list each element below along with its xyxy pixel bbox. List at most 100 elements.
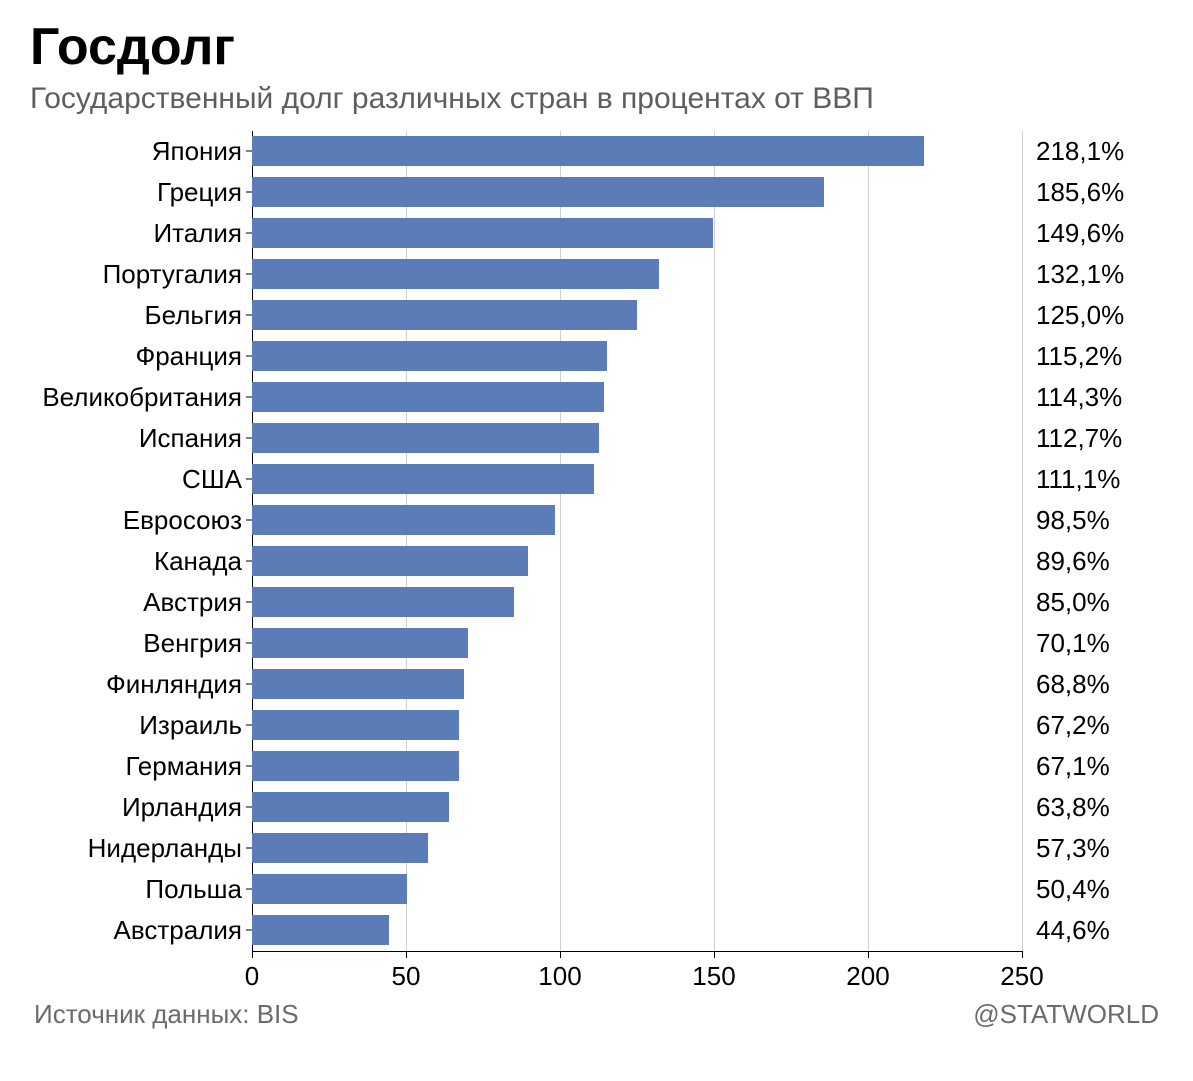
value-label: 98,5% xyxy=(1022,505,1110,536)
category-label: Италия xyxy=(30,218,252,249)
bar-row: Нидерланды 57,3% xyxy=(30,828,1163,869)
value-label: 89,6% xyxy=(1022,546,1110,577)
source-text: Источник данных: BIS xyxy=(34,999,299,1030)
x-axis-line xyxy=(252,951,1022,952)
bar-row: Бельгия 125,0% xyxy=(30,295,1163,336)
bar-row: Евросоюз98,5% xyxy=(30,500,1163,541)
bar-row: Австралия44,6% xyxy=(30,910,1163,951)
x-tick xyxy=(406,951,407,958)
bar-zone xyxy=(252,131,1022,172)
bar-row: Германия67,1% xyxy=(30,746,1163,787)
value-label: 149,6% xyxy=(1022,218,1124,249)
category-label: Нидерланды xyxy=(30,833,252,864)
bar-row: Канада 89,6% xyxy=(30,541,1163,582)
value-label: 57,3% xyxy=(1022,833,1110,864)
category-label: Великобритания xyxy=(30,382,252,413)
bar-rows: Япония 218,1% Греция185,6% Италия 149,6% Порт… xyxy=(30,131,1163,951)
x-tick-label: 0 xyxy=(245,961,259,992)
category-label: Испания xyxy=(30,423,252,454)
bar xyxy=(252,628,468,658)
value-label: 63,8% xyxy=(1022,792,1110,823)
value-label: 111,1% xyxy=(1022,464,1120,495)
chart-footer: Источник данных: BIS @STATWORLD xyxy=(30,999,1163,1030)
value-label: 132,1% xyxy=(1022,259,1124,290)
bar-row: Венгрия 70,1% xyxy=(30,623,1163,664)
value-label: 218,1% xyxy=(1022,136,1124,167)
bar xyxy=(252,546,528,576)
category-label: Венгрия xyxy=(30,628,252,659)
x-tick-label: 200 xyxy=(846,961,889,992)
bar-row: Франция 115,2% xyxy=(30,336,1163,377)
bar-zone xyxy=(252,746,1022,787)
bar-zone xyxy=(252,459,1022,500)
bar-zone xyxy=(252,869,1022,910)
x-tick-label: 50 xyxy=(392,961,421,992)
chart-subtitle: Государственный долг различных стран в п… xyxy=(30,81,1163,117)
bar xyxy=(252,915,389,945)
category-label: Япония xyxy=(30,136,252,167)
bar-zone xyxy=(252,582,1022,623)
bar xyxy=(252,669,464,699)
bar-row: Австрия 85,0% xyxy=(30,582,1163,623)
bar xyxy=(252,300,637,330)
bar-zone xyxy=(252,541,1022,582)
x-axis: 050100150200250 xyxy=(30,951,1163,991)
bar-zone xyxy=(252,828,1022,869)
x-tick-label: 100 xyxy=(538,961,581,992)
bar xyxy=(252,751,459,781)
category-label: Канада xyxy=(30,546,252,577)
chart: Япония 218,1% Греция185,6% Италия 149,6% Порт… xyxy=(30,131,1163,991)
bar-zone xyxy=(252,705,1022,746)
category-label: Бельгия xyxy=(30,300,252,331)
bar-zone xyxy=(252,295,1022,336)
category-label: Австрия xyxy=(30,587,252,618)
category-label: Португалия xyxy=(30,259,252,290)
value-label: 70,1% xyxy=(1022,628,1110,659)
category-label: Франция xyxy=(30,341,252,372)
value-label: 185,6% xyxy=(1022,177,1124,208)
value-label: 50,4% xyxy=(1022,874,1110,905)
bar-zone xyxy=(252,623,1022,664)
bar xyxy=(252,218,713,248)
bar-row: США111,1% xyxy=(30,459,1163,500)
category-label: Германия xyxy=(30,751,252,782)
x-tick xyxy=(868,951,869,958)
bar-zone xyxy=(252,500,1022,541)
x-tick xyxy=(714,951,715,958)
value-label: 125,0% xyxy=(1022,300,1124,331)
chart-container: Япония 218,1% Греция185,6% Италия 149,6% Порт… xyxy=(30,131,1163,991)
bar-zone xyxy=(252,213,1022,254)
bar xyxy=(252,136,924,166)
bar xyxy=(252,833,428,863)
bar-row: Испания 112,7% xyxy=(30,418,1163,459)
bar-zone xyxy=(252,910,1022,951)
bar xyxy=(252,792,449,822)
bar xyxy=(252,710,459,740)
category-label: Финляндия xyxy=(30,669,252,700)
bar xyxy=(252,177,824,207)
bar xyxy=(252,505,555,535)
x-tick xyxy=(560,951,561,958)
bar xyxy=(252,464,594,494)
bar-row: Польша 50,4% xyxy=(30,869,1163,910)
value-label: 112,7% xyxy=(1022,423,1122,454)
bar-zone xyxy=(252,254,1022,295)
value-label: 115,2% xyxy=(1022,341,1122,372)
bar-row: Греция185,6% xyxy=(30,172,1163,213)
x-tick xyxy=(252,951,253,958)
x-tick-label: 250 xyxy=(1000,961,1043,992)
bar-row: Финляндия68,8% xyxy=(30,664,1163,705)
bar-row: Италия 149,6% xyxy=(30,213,1163,254)
bar-zone xyxy=(252,336,1022,377)
category-label: Польша xyxy=(30,874,252,905)
bar-zone xyxy=(252,787,1022,828)
chart-title: Госдолг xyxy=(30,20,1163,75)
value-label: 85,0% xyxy=(1022,587,1110,618)
x-tick xyxy=(1022,951,1023,958)
bar-zone xyxy=(252,377,1022,418)
bar-row: Япония 218,1% xyxy=(30,131,1163,172)
bar-row: Ирландия63,8% xyxy=(30,787,1163,828)
bar xyxy=(252,341,607,371)
category-label: Израиль xyxy=(30,710,252,741)
bar-row: Великобритания114,3% xyxy=(30,377,1163,418)
